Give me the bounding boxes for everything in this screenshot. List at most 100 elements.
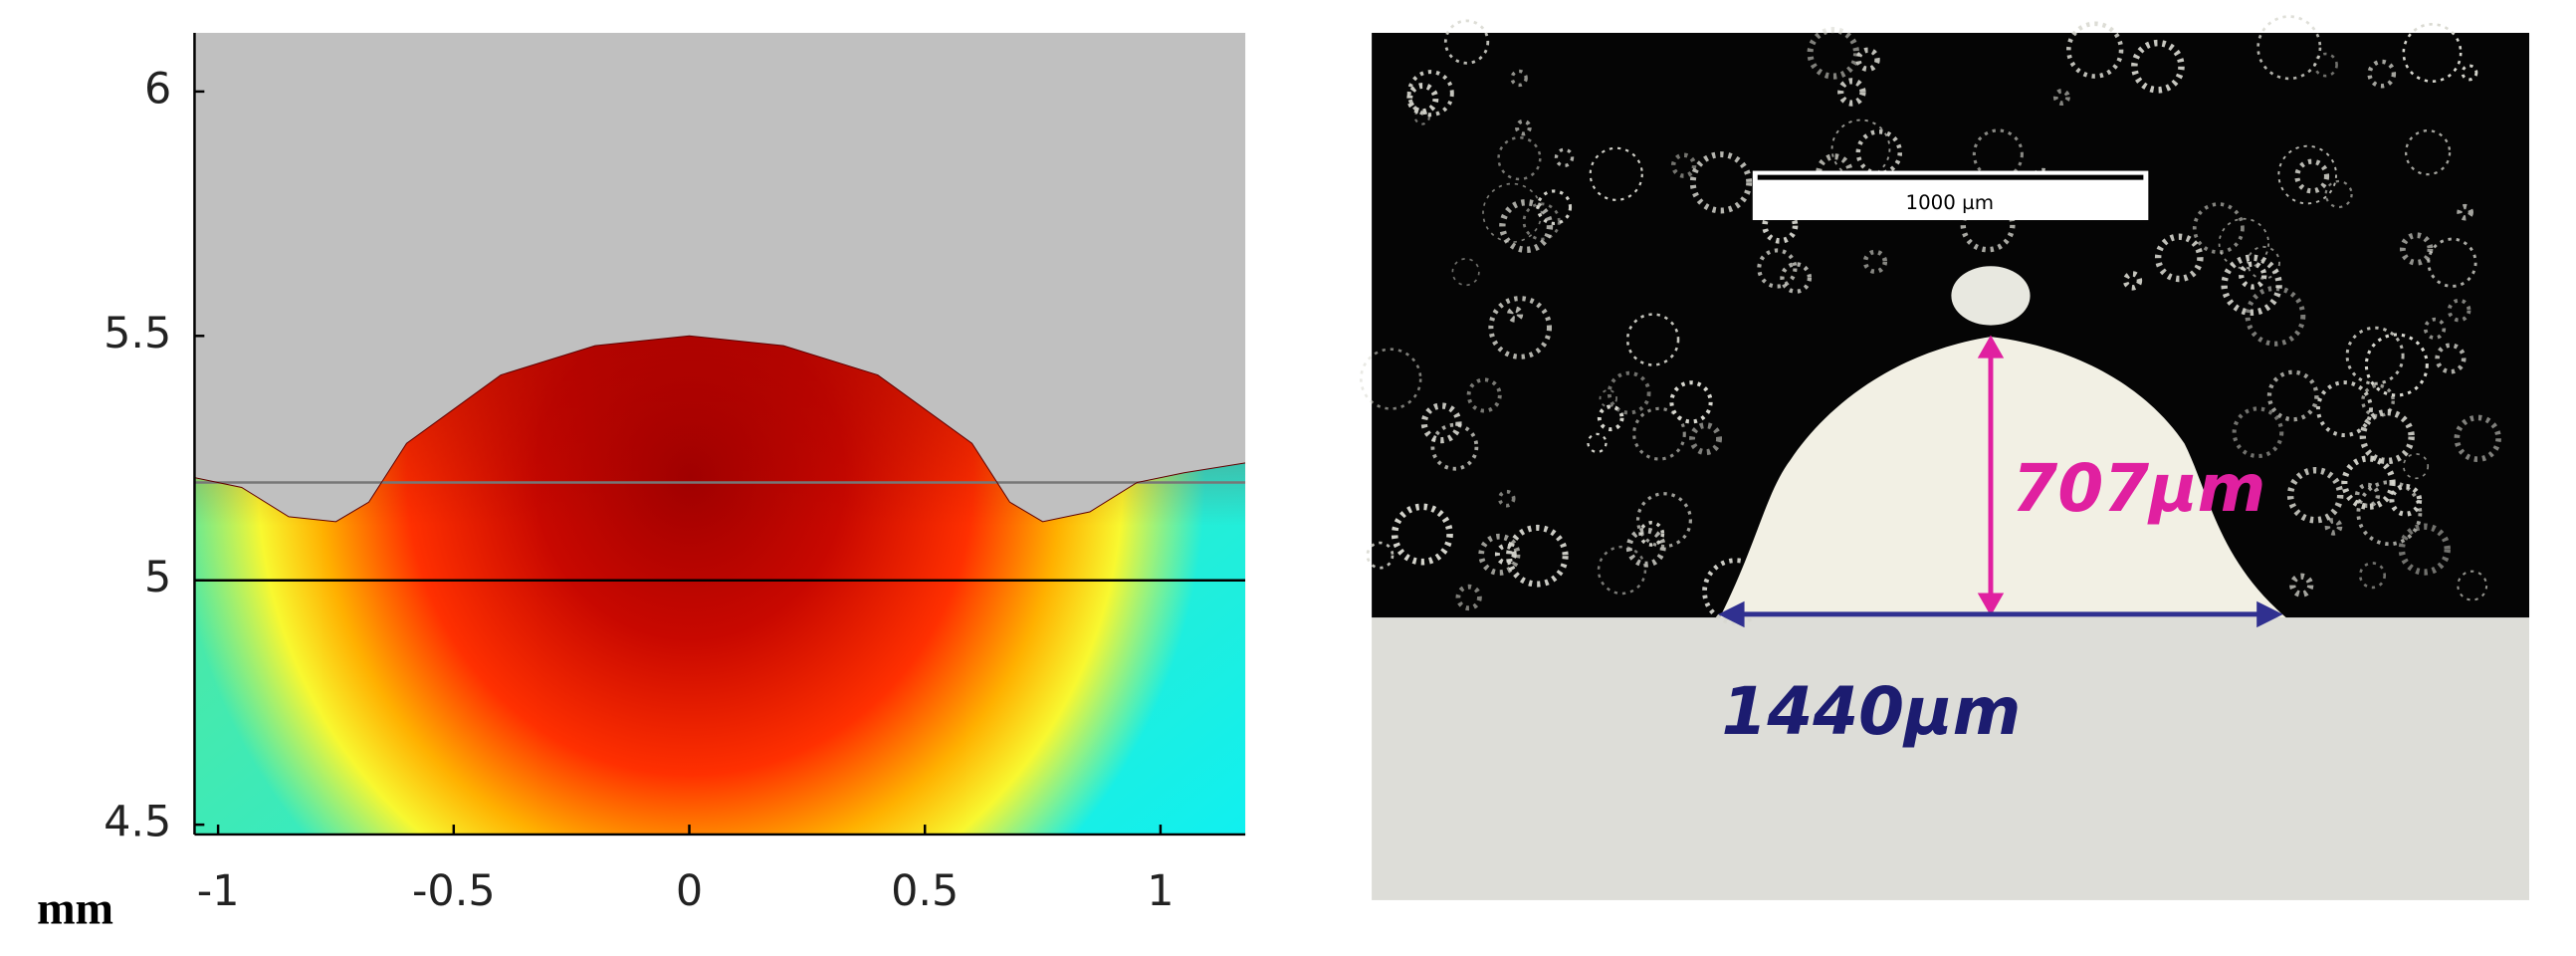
powder-particle: [2402, 23, 2463, 84]
powder-particle: [2364, 333, 2429, 397]
height-arrow: [1977, 335, 2005, 616]
powder-particle: [2404, 129, 2452, 176]
powder-particle: [2461, 64, 2478, 82]
micrograph: 1000 µm 707μm 1440μm: [1360, 15, 2530, 900]
powder-particle: [1494, 543, 1517, 566]
powder-particle: [2457, 203, 2473, 221]
powder-particle: [1554, 147, 1575, 168]
powder-particle: [1366, 541, 1395, 570]
powder-particle: [2447, 298, 2471, 323]
powder-particle: [1670, 152, 1697, 178]
powder-particle: [2345, 326, 2405, 385]
y-tick-label: 4.5: [104, 798, 171, 847]
powder-particle: [2289, 573, 2314, 598]
simulation-plot: mm 4.5 5 5.5 6 -1 -0.5 0 0.5 1: [37, 32, 1246, 934]
y-tick-label: 6: [144, 64, 171, 114]
powder-particle: [1488, 296, 1553, 359]
powder-particle: [1807, 27, 1860, 80]
powder-particle: [1855, 128, 1903, 176]
x-axis-label: mm: [37, 883, 113, 934]
powder-particle: [2122, 271, 2143, 291]
powder-particle: [1360, 348, 1422, 410]
powder-particle: [1635, 492, 1692, 549]
powder-particle: [1589, 146, 1643, 201]
powder-particle: [2399, 232, 2434, 266]
powder-particle: [2389, 483, 2423, 517]
height-label: 707μm: [2012, 450, 2265, 527]
powder-particle: [1499, 199, 1554, 254]
powder-particle: [2324, 518, 2343, 536]
powder-particle: [1632, 406, 1686, 461]
powder-particle: [1391, 503, 1453, 566]
powder-particle: [1451, 258, 1480, 287]
powder-particle: [2266, 369, 2319, 422]
powder-particle: [2359, 408, 2415, 465]
powder-particle: [1478, 533, 1521, 576]
powder-particle: [2221, 254, 2282, 316]
x-tick-label: 0: [676, 866, 703, 916]
x-tick-label: 0.5: [891, 866, 959, 916]
powder-particle: [1780, 262, 1813, 294]
powder-particle: [1482, 182, 1543, 243]
powder-particle: [1497, 489, 1516, 508]
powder-particle: [1757, 248, 1798, 289]
y-tick-label: 5.5: [104, 309, 171, 358]
powder-particle: [2131, 39, 2185, 94]
powder-particle: [1830, 119, 1891, 179]
powder-particle: [2454, 414, 2501, 462]
powder-particle: [2294, 158, 2330, 194]
powder-particle: [1597, 404, 1624, 432]
x-tick-label: 1: [1147, 866, 1174, 916]
powder-particle: [1669, 380, 1713, 424]
powder-particle: [1522, 202, 1561, 241]
melt-surface: [194, 335, 1246, 523]
powder-particle: [1587, 432, 1608, 454]
width-arrow: [1718, 600, 2283, 628]
powder-particle: [2341, 455, 2396, 510]
x-tick-label: -0.5: [412, 866, 496, 916]
powder-particle: [2398, 523, 2451, 576]
powder-particle: [2354, 482, 2381, 509]
powder-particle: [2423, 317, 2447, 341]
width-label: 1440μm: [1721, 673, 2021, 750]
powder-particle: [1510, 69, 1528, 88]
powder-particle: [1855, 47, 1880, 73]
powder-particle: [2358, 562, 2387, 590]
powder-particle: [1762, 207, 1799, 244]
powder-particle: [2192, 202, 2245, 255]
powder-particle: [1497, 135, 1542, 181]
powder-particle: [2218, 217, 2270, 270]
powder-particle: [1455, 584, 1482, 611]
powder-particle: [2247, 245, 2280, 280]
powder-particle: [2361, 383, 2395, 418]
powder-particle: [1597, 545, 1647, 596]
powder-particle: [1406, 70, 1454, 118]
powder-particle: [1599, 388, 1618, 408]
powder-particle: [2239, 261, 2267, 290]
powder-particle: [2435, 343, 2467, 374]
powder-particle: [2402, 453, 2430, 480]
y-tick-label: 5: [144, 553, 171, 602]
powder-particle: [1607, 370, 1651, 415]
powder-particle: [2286, 466, 2344, 524]
powder-particle: [2052, 88, 2070, 106]
powder-particle: [1972, 128, 2024, 180]
melt-bead: [1719, 337, 2286, 618]
powder-particle: [2356, 480, 2423, 547]
x-tick-label: -1: [197, 866, 240, 916]
powder-particle: [1443, 19, 1490, 65]
powder-particle: [1430, 422, 1479, 471]
powder-particle: [1466, 377, 1502, 413]
powder-particle: [2277, 144, 2337, 205]
scale-bar-label: 1000 µm: [1905, 191, 1994, 214]
powder-particle: [2232, 406, 2284, 459]
powder-particle: [1689, 151, 1753, 214]
powder-particle: [2324, 179, 2353, 209]
powder-particle: [1862, 249, 1888, 274]
powder-particle: [1689, 422, 1723, 456]
powder-particle: [1625, 313, 1680, 366]
powder-particle: [2315, 380, 2373, 438]
powder-particle: [1506, 524, 1569, 588]
powder-particle: [1420, 402, 1462, 444]
